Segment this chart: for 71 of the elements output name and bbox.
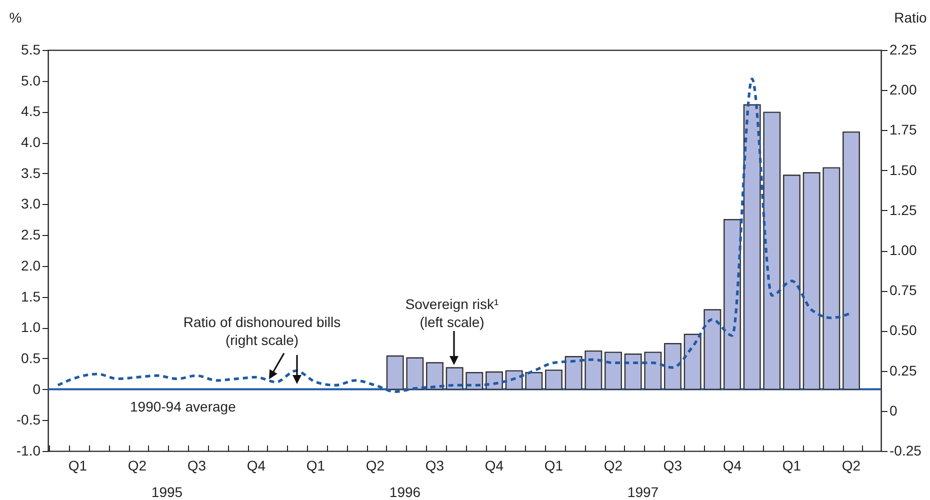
y-tick-label: 5.0 — [21, 72, 41, 88]
bar — [386, 355, 404, 390]
y-tick-label: 4.5 — [21, 103, 41, 120]
bar — [743, 104, 761, 390]
bar — [684, 334, 702, 390]
y-tick-label: -1.0 — [16, 442, 41, 458]
x-tick-label: Q3 — [425, 458, 444, 474]
y2-tick-label: 0 — [890, 402, 898, 418]
x-tick-label: Q3 — [187, 458, 206, 474]
x-tick-label: Q3 — [663, 458, 682, 474]
x-tick-label: Q1 — [544, 458, 564, 474]
y2-tick-label: 2.25 — [890, 42, 917, 58]
bar — [724, 219, 741, 390]
y2-tick-label: -0.25 — [890, 442, 922, 458]
x-tick-label: Q4 — [484, 458, 504, 474]
y-tick-label: 0.5 — [21, 350, 41, 366]
bar — [704, 309, 722, 390]
bar — [466, 372, 484, 390]
x-tick-label: Q1 — [68, 458, 88, 474]
bar — [446, 367, 464, 390]
y2-axis-title: Ratio — [894, 10, 928, 26]
y2-tick-label: 0.50 — [890, 322, 917, 338]
y-tick-label: 1.5 — [21, 288, 41, 304]
y2-tick-label: 2.00 — [890, 82, 917, 98]
y2-tick-label: 0.75 — [890, 282, 917, 298]
bar — [545, 370, 562, 390]
y-tick-label: 2.5 — [21, 226, 41, 243]
bar — [624, 354, 642, 390]
x-tick-label: Q2 — [604, 458, 623, 474]
ref-line-label: 1990-94 average — [130, 398, 236, 414]
y-tick-label: -0.5 — [16, 412, 41, 428]
y-tick-label: 4.0 — [21, 134, 41, 150]
y-axis-title: % — [9, 10, 22, 26]
y2-tick-label: 1.50 — [890, 162, 917, 178]
x-tick-label: Q2 — [366, 458, 385, 474]
y-tick-label: 3.0 — [21, 196, 41, 212]
text: 1997 — [627, 484, 659, 500]
bar — [842, 131, 860, 390]
bar — [505, 370, 523, 390]
y-tick-label: 5.5 — [21, 42, 41, 58]
annotation: Ratio of dishonoured bills (right scale) — [183, 314, 341, 348]
text: 1996 — [389, 484, 421, 500]
bar — [604, 352, 622, 390]
x-tick-label: Q2 — [842, 458, 861, 474]
bar — [763, 112, 781, 390]
x-tick-label: Q4 — [722, 458, 742, 474]
x-tick-label: Q1 — [782, 458, 802, 474]
bar — [584, 350, 602, 390]
x-tick-label: Q1 — [306, 458, 326, 474]
bar — [644, 352, 662, 390]
bar — [802, 172, 820, 390]
bar — [426, 362, 444, 390]
bar — [564, 356, 582, 390]
bar — [525, 372, 543, 390]
y2-tick-label: 0.25 — [890, 362, 917, 378]
bar — [406, 357, 424, 390]
bar — [783, 174, 800, 390]
bar — [486, 371, 503, 390]
bar — [822, 167, 840, 390]
bar — [664, 343, 682, 390]
y2-tick-label: 1.00 — [890, 242, 917, 258]
annotation: Sovereign risk¹ (left scale) — [405, 296, 500, 330]
y-tick-label: 1.0 — [21, 319, 41, 336]
x-tick-label: Q4 — [246, 458, 266, 474]
y2-tick-label: 1.75 — [890, 122, 917, 138]
text: 1995 — [151, 484, 183, 500]
x-tick-label: Q2 — [128, 458, 147, 474]
y-tick-label: 0 — [32, 380, 41, 397]
y-tick-label: 3.5 — [21, 164, 41, 181]
y2-tick-label: 1.25 — [890, 202, 917, 218]
y-tick-label: 2.0 — [21, 257, 41, 274]
